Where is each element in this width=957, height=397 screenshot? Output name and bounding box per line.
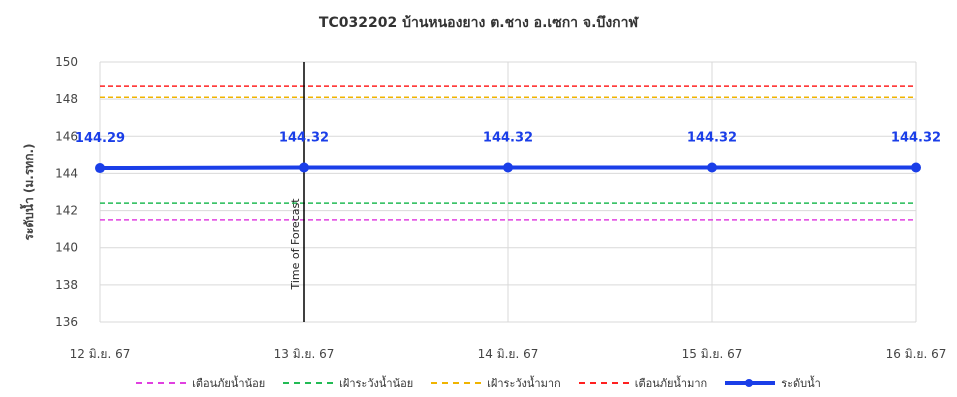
- chart-title: TC032202 บ้านหนองยาง ต.ชาง อ.เซกา จ.บึงก…: [318, 15, 639, 31]
- legend-item: เฝ้าระวังน้ำมาก: [431, 374, 561, 392]
- data-point: [707, 162, 717, 173]
- y-tick-label: 138: [55, 278, 78, 292]
- legend-swatch: [431, 382, 482, 384]
- x-tick-label: 13 มิ.ย. 67: [274, 347, 335, 361]
- data-label: 144.32: [279, 130, 329, 145]
- y-tick-label: 144: [55, 166, 78, 180]
- y-tick-label: 146: [55, 129, 78, 143]
- legend-item: เตือนภัยน้ำน้อย: [136, 374, 265, 392]
- y-tick-label: 136: [55, 315, 78, 329]
- y-tick-label: 142: [55, 204, 78, 218]
- y-tick-label: 148: [55, 92, 78, 106]
- forecast-marker-label: Time of Forecast: [289, 198, 302, 291]
- legend-item: เฝ้าระวังน้ำน้อย: [283, 374, 413, 392]
- legend-item: เตือนภัยน้ำมาก: [578, 374, 708, 392]
- legend-marker-icon: [745, 379, 754, 387]
- x-tick-label: 16 มิ.ย. 67: [886, 347, 947, 361]
- chart-legend: เตือนภัยน้ำน้อย เฝ้าระวังน้ำน้อย เฝ้าระวัง…: [0, 372, 957, 394]
- data-label: 144.32: [891, 130, 941, 145]
- legend-swatch: [725, 379, 776, 387]
- x-tick-label: 14 มิ.ย. 67: [478, 347, 539, 361]
- legend-label: เฝ้าระวังน้ำน้อย: [339, 377, 414, 390]
- legend-swatch: [578, 382, 629, 384]
- legend-swatch: [283, 382, 334, 384]
- y-tick-label: 150: [55, 55, 78, 69]
- x-tick-label: 15 มิ.ย. 67: [682, 347, 743, 361]
- data-label: 144.32: [687, 130, 737, 145]
- legend-swatch: [136, 382, 187, 384]
- legend-label: ระดับน้ำ: [781, 377, 821, 390]
- data-point: [95, 163, 105, 174]
- legend-item: ระดับน้ำ: [725, 374, 821, 392]
- data-point: [503, 162, 513, 173]
- legend-label: เตือนภัยน้ำน้อย: [192, 377, 266, 390]
- data-label: 144.32: [483, 130, 533, 145]
- y-tick-label: 140: [55, 241, 78, 255]
- legend-label: เตือนภัยน้ำมาก: [634, 377, 708, 390]
- data-point: [911, 162, 921, 173]
- legend-label: เฝ้าระวังน้ำมาก: [487, 377, 561, 390]
- x-tick-label: 12 มิ.ย. 67: [70, 347, 131, 361]
- y-axis-label: ระดับน้ำ (ม.รทก.): [19, 143, 36, 240]
- data-label: 144.29: [75, 131, 125, 146]
- data-point: [299, 162, 309, 173]
